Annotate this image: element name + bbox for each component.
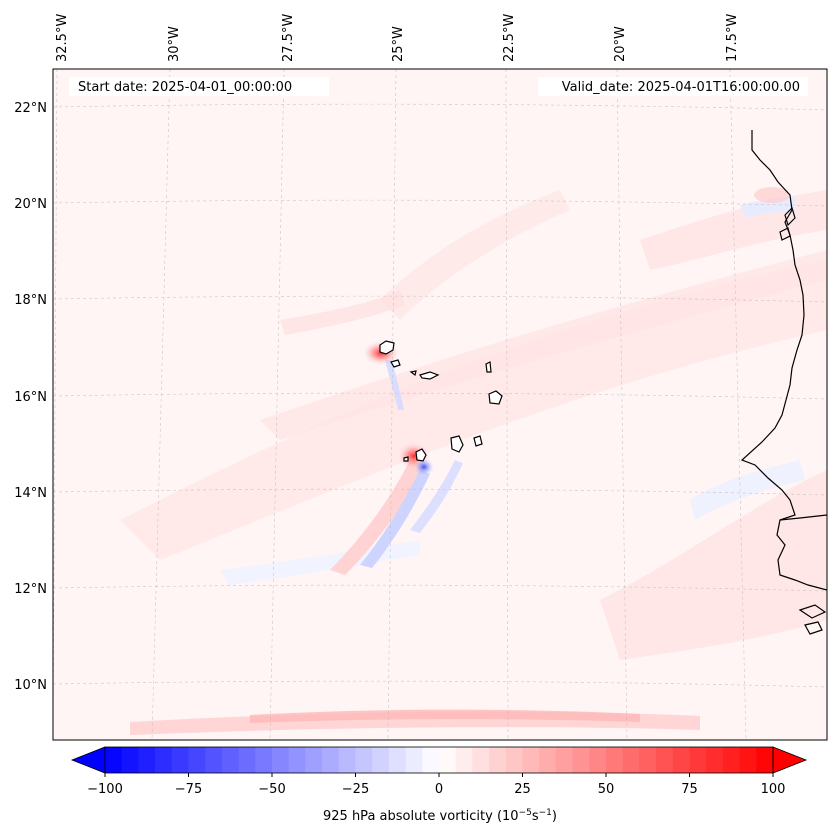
valid-date-box bbox=[538, 77, 808, 96]
lon-label-30w: 30°W bbox=[167, 26, 182, 62]
colorbar-step bbox=[338, 747, 356, 773]
cbar-tick-0: 0 bbox=[435, 782, 443, 797]
lat-label-12n: 12°N bbox=[14, 582, 47, 597]
colorbar-step bbox=[138, 747, 156, 773]
colorbar-step bbox=[722, 747, 741, 773]
vorticity-field bbox=[53, 69, 827, 740]
colorbar-step bbox=[656, 747, 674, 773]
colorbar-step bbox=[372, 747, 390, 773]
lon-label-22-5w: 22.5°W bbox=[502, 14, 517, 62]
lat-label-10n: 10°N bbox=[14, 678, 47, 693]
colorbar-step bbox=[622, 747, 640, 773]
colorbar-min-arrow bbox=[70, 746, 106, 774]
colorbar-step bbox=[505, 747, 523, 773]
colorbar-step bbox=[322, 747, 340, 773]
lat-label-14n: 14°N bbox=[14, 486, 47, 501]
colorbar-ticks bbox=[104, 773, 774, 777]
colorbar-step bbox=[472, 747, 490, 773]
colorbar-step bbox=[489, 747, 507, 773]
lat-label-16n: 16°N bbox=[14, 390, 47, 405]
colorbar-step bbox=[439, 747, 457, 773]
lat-label-18n: 18°N bbox=[14, 293, 47, 308]
colorbar-step bbox=[606, 747, 624, 773]
colorbar-step bbox=[639, 747, 657, 773]
colorbar-step bbox=[305, 747, 323, 773]
colorbar-step bbox=[522, 747, 540, 773]
colorbar-step bbox=[572, 747, 590, 773]
colorbar-step bbox=[221, 747, 240, 773]
colorbar-step bbox=[689, 747, 707, 773]
colorbar: −100 −75 −50 −25 0 25 50 75 100 925 hPa … bbox=[70, 746, 808, 824]
colorbar-step bbox=[388, 747, 407, 773]
lon-label-17-5w: 17.5°W bbox=[725, 14, 740, 62]
start-date-label: Start date: 2025-04-01_00:00:00 bbox=[78, 80, 292, 95]
colorbar-tick-labels: −100 −75 −50 −25 0 25 50 75 100 bbox=[87, 782, 785, 797]
colorbar-step bbox=[555, 747, 574, 773]
colorbar-step bbox=[272, 747, 290, 773]
colorbar-step bbox=[422, 747, 440, 773]
lon-label-20w: 20°W bbox=[613, 26, 628, 62]
colorbar-step bbox=[756, 747, 774, 773]
coastlines bbox=[379, 130, 827, 635]
colorbar-step bbox=[205, 747, 223, 773]
colorbar-step bbox=[171, 747, 189, 773]
colorbar-step bbox=[238, 747, 256, 773]
lat-label-20n: 20°N bbox=[14, 197, 47, 212]
lon-label-25w: 25°W bbox=[391, 26, 406, 62]
lon-label-27-5w: 27.5°W bbox=[281, 14, 296, 62]
colorbar-step bbox=[155, 747, 173, 773]
lat-label-22n: 22°N bbox=[14, 101, 47, 116]
valid-date-label: Valid_date: 2025-04-01T16:00:00.00 bbox=[562, 80, 800, 95]
colorbar-step bbox=[455, 747, 473, 773]
cbar-tick-75: 75 bbox=[681, 782, 698, 797]
longitude-labels: 32.5°W 30°W 27.5°W 25°W 22.5°W 20°W 17.5… bbox=[55, 14, 740, 62]
cbar-tick-minus-100: −100 bbox=[87, 782, 123, 797]
colorbar-step bbox=[405, 747, 423, 773]
colorbar-step bbox=[121, 747, 139, 773]
cbar-tick-100: 100 bbox=[761, 782, 786, 797]
colorbar-step bbox=[355, 747, 373, 773]
colorbar-label: 925 hPa absolute vorticity (10−5s−1) bbox=[323, 808, 557, 824]
colorbar-step bbox=[255, 747, 273, 773]
colorbar-step bbox=[288, 747, 306, 773]
colorbar-step bbox=[589, 747, 607, 773]
map-frame bbox=[52, 68, 828, 741]
lon-label-32-5w: 32.5°W bbox=[55, 14, 70, 62]
colorbar-step bbox=[105, 747, 123, 773]
start-date-box bbox=[69, 77, 329, 96]
colorbar-max-arrow bbox=[772, 746, 808, 774]
colorbar-step bbox=[672, 747, 690, 773]
cbar-tick-50: 50 bbox=[598, 782, 615, 797]
cbar-tick-minus-75: −75 bbox=[175, 782, 202, 797]
colorbar-step bbox=[188, 747, 206, 773]
latitude-labels: 22°N 20°N 18°N 16°N 14°N 12°N 10°N bbox=[14, 101, 47, 693]
cbar-tick-minus-50: −50 bbox=[258, 782, 285, 797]
cbar-tick-minus-25: −25 bbox=[342, 782, 369, 797]
colorbar-step bbox=[739, 747, 757, 773]
colorbar-step bbox=[706, 747, 724, 773]
colorbar-step bbox=[539, 747, 557, 773]
graticule bbox=[53, 69, 827, 740]
cbar-tick-25: 25 bbox=[514, 782, 531, 797]
colorbar-steps bbox=[105, 747, 774, 773]
